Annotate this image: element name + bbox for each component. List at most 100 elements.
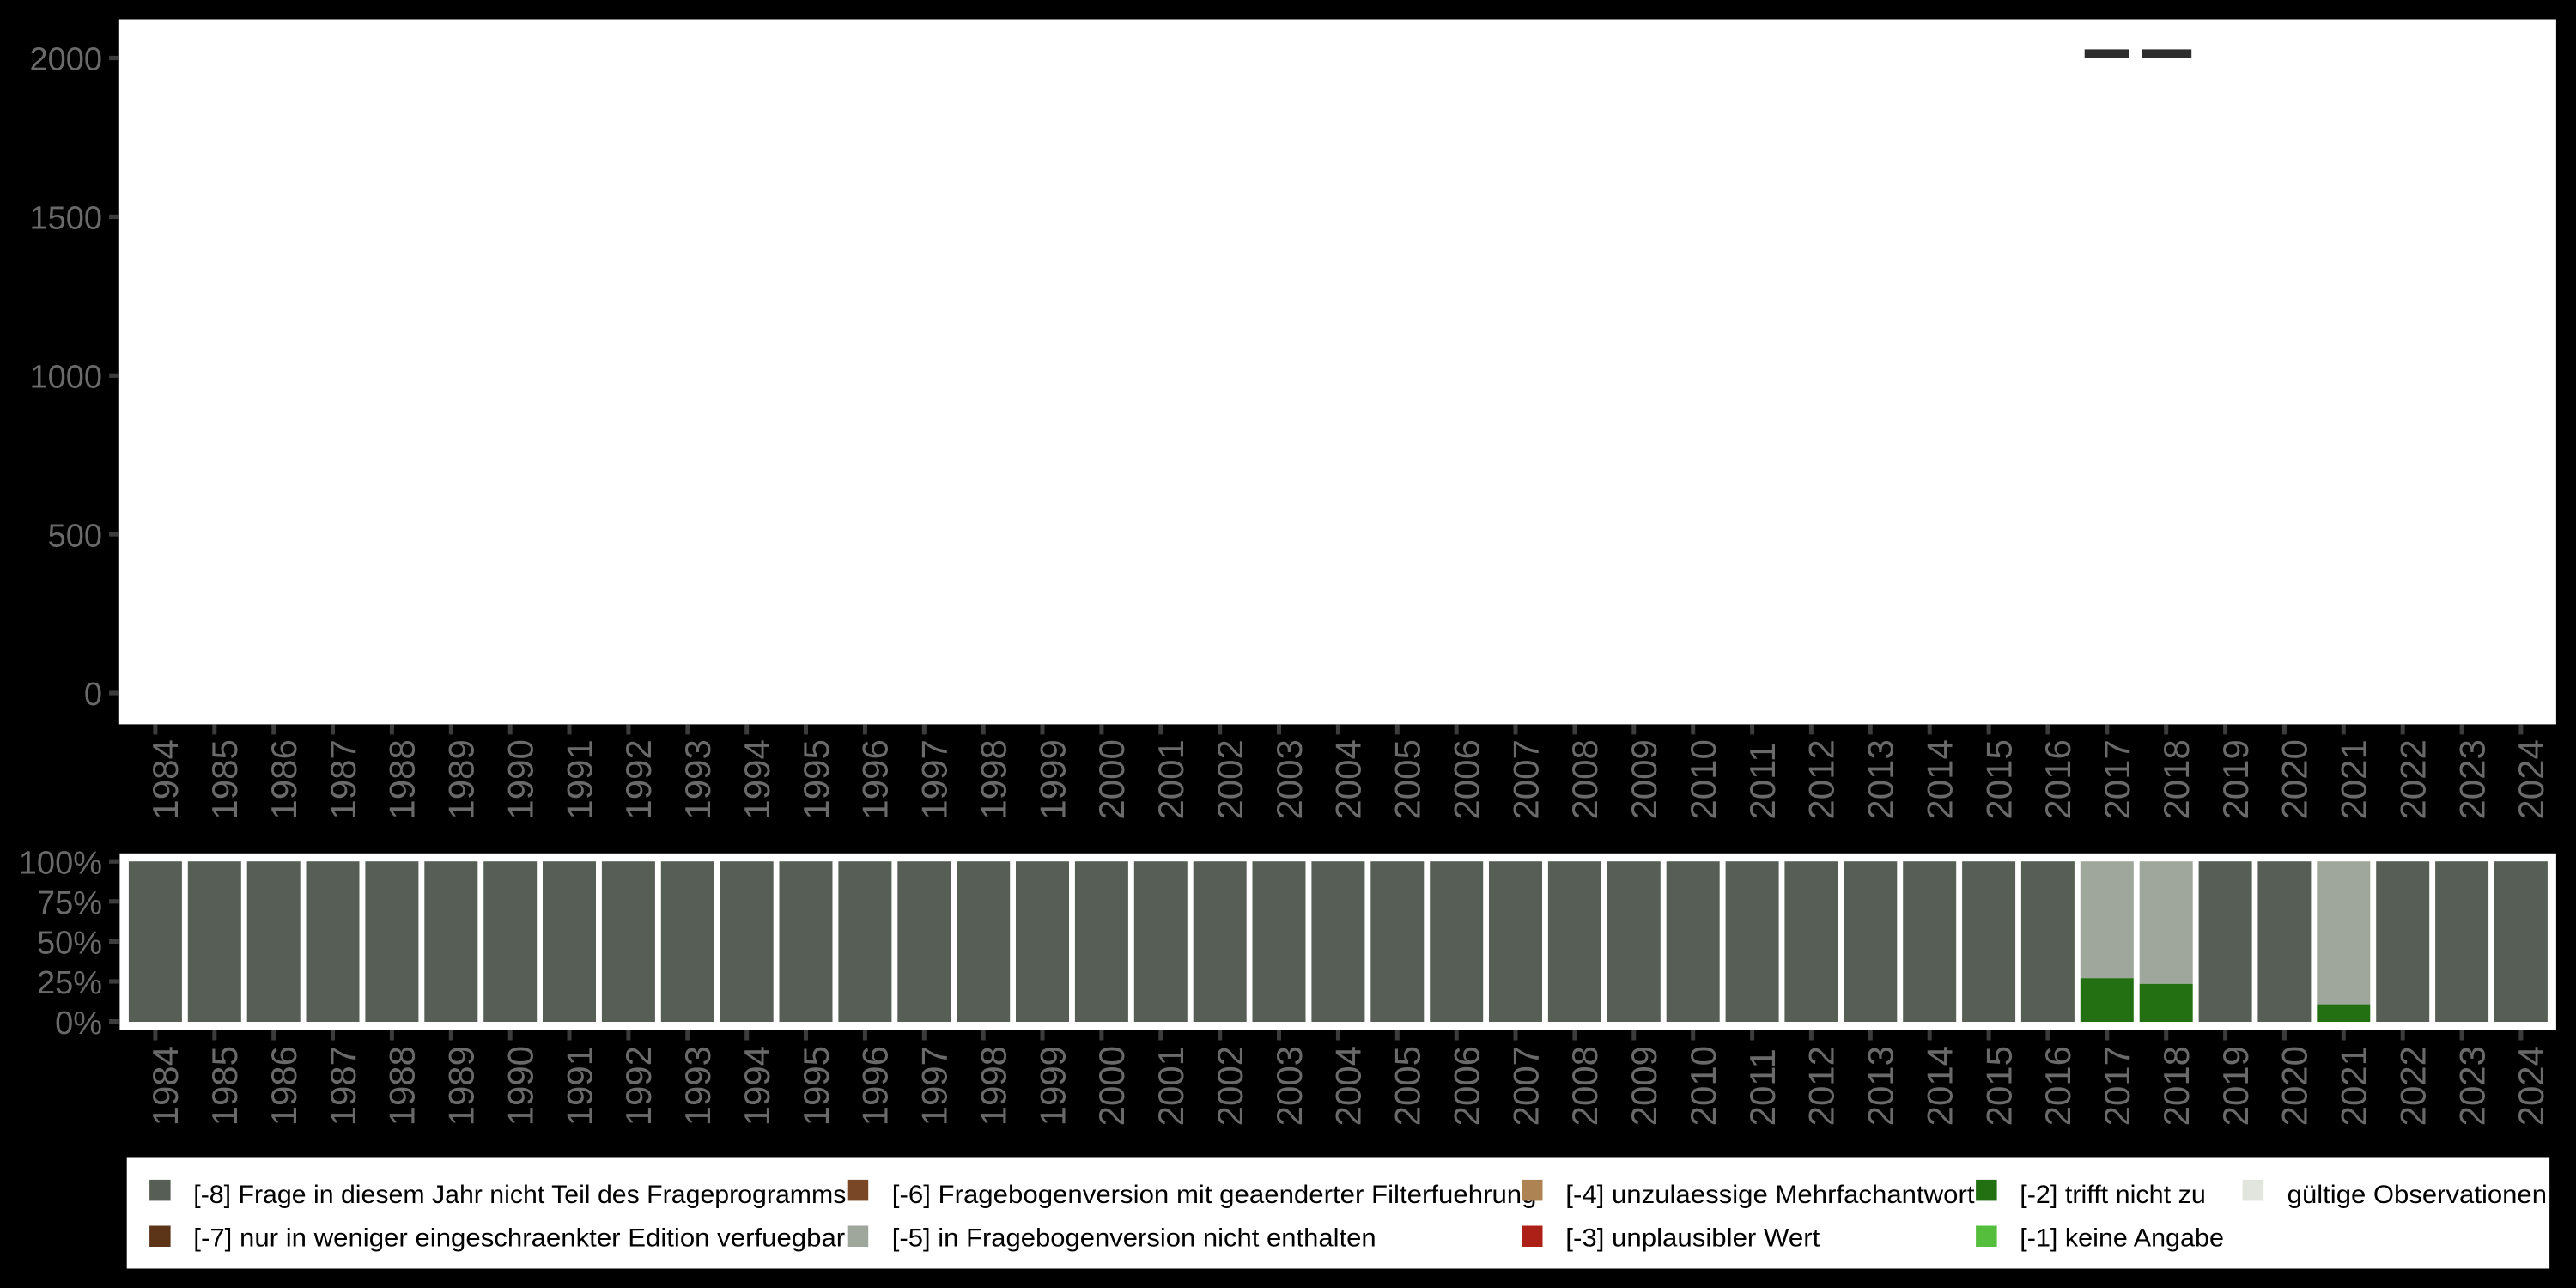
svg-text:[-2] trifft nicht zu: [-2] trifft nicht zu xyxy=(2020,1181,2206,1209)
svg-text:1986: 1986 xyxy=(264,739,304,819)
svg-text:1000: 1000 xyxy=(29,360,102,396)
svg-text:1999: 1999 xyxy=(1032,1046,1072,1126)
svg-text:1987: 1987 xyxy=(323,1046,363,1126)
svg-text:2002: 2002 xyxy=(1210,1046,1250,1126)
svg-text:1993: 1993 xyxy=(677,739,718,819)
svg-text:2020: 2020 xyxy=(2275,1046,2315,1126)
svg-text:1985: 1985 xyxy=(204,1046,245,1126)
svg-text:2024: 2024 xyxy=(2511,739,2551,819)
svg-text:[-6] Fragebogenversion mit gea: [-6] Fragebogenversion mit geaenderter F… xyxy=(892,1181,1537,1209)
svg-text:1996: 1996 xyxy=(855,1046,896,1126)
svg-text:2006: 2006 xyxy=(1447,1046,1487,1126)
svg-text:[-5] in Fragebogenversion nich: [-5] in Fragebogenversion nicht enthalte… xyxy=(892,1224,1376,1253)
svg-text:2005: 2005 xyxy=(1388,739,1428,819)
svg-text:2024: 2024 xyxy=(2511,1046,2551,1126)
svg-text:1995: 1995 xyxy=(796,1046,836,1126)
svg-text:1991: 1991 xyxy=(559,1046,599,1126)
svg-text:1990: 1990 xyxy=(501,1046,541,1126)
svg-text:1993: 1993 xyxy=(677,1046,718,1126)
svg-text:2022: 2022 xyxy=(2393,1046,2433,1126)
svg-text:2003: 2003 xyxy=(1269,739,1309,819)
svg-text:1991: 1991 xyxy=(559,739,599,819)
svg-text:[-3] unplausibler Wert: [-3] unplausibler Wert xyxy=(1565,1224,1820,1253)
svg-text:2016: 2016 xyxy=(2038,739,2078,819)
svg-text:2012: 2012 xyxy=(1801,1046,1842,1126)
svg-text:[-1] keine Angabe: [-1] keine Angabe xyxy=(2020,1224,2224,1253)
svg-text:2009: 2009 xyxy=(1624,1046,1664,1126)
svg-text:1994: 1994 xyxy=(737,1046,777,1126)
svg-text:1995: 1995 xyxy=(796,739,836,819)
svg-text:75%: 75% xyxy=(37,885,102,921)
svg-text:2003: 2003 xyxy=(1269,1046,1309,1126)
svg-text:2000: 2000 xyxy=(1091,1046,1132,1126)
svg-text:1992: 1992 xyxy=(618,1046,659,1126)
svg-text:2014: 2014 xyxy=(1920,1046,1960,1126)
svg-text:1988: 1988 xyxy=(382,1046,422,1126)
svg-text:2013: 2013 xyxy=(1861,739,1901,819)
svg-text:50%: 50% xyxy=(37,926,102,962)
svg-text:2014: 2014 xyxy=(1920,739,1960,819)
svg-text:2012: 2012 xyxy=(1801,739,1842,819)
svg-text:2013: 2013 xyxy=(1861,1046,1901,1126)
svg-text:1999: 1999 xyxy=(1032,739,1072,819)
svg-text:2023: 2023 xyxy=(2451,739,2492,819)
svg-text:2020: 2020 xyxy=(2275,739,2315,819)
svg-text:0%: 0% xyxy=(55,1005,102,1042)
svg-text:1984: 1984 xyxy=(145,1046,185,1126)
svg-text:2009: 2009 xyxy=(1624,739,1664,819)
svg-text:1987: 1987 xyxy=(323,739,363,819)
svg-text:2010: 2010 xyxy=(1683,1046,1723,1126)
svg-text:2019: 2019 xyxy=(2215,739,2256,819)
svg-text:2018: 2018 xyxy=(2156,1046,2196,1126)
svg-text:[-8] Frage in diesem Jahr nich: [-8] Frage in diesem Jahr nicht Teil des… xyxy=(193,1181,846,1209)
svg-text:2000: 2000 xyxy=(1091,739,1132,819)
svg-text:2010: 2010 xyxy=(1683,739,1723,819)
svg-text:0: 0 xyxy=(84,677,102,713)
svg-text:2006: 2006 xyxy=(1447,739,1487,819)
svg-text:2004: 2004 xyxy=(1328,1046,1369,1126)
svg-text:2019: 2019 xyxy=(2215,1046,2256,1126)
svg-text:1992: 1992 xyxy=(618,739,659,819)
svg-text:[-4] unzulaessige Mehrfachantw: [-4] unzulaessige Mehrfachantwort xyxy=(1565,1181,1974,1209)
svg-text:1998: 1998 xyxy=(974,739,1014,819)
svg-text:2004: 2004 xyxy=(1328,739,1369,819)
svg-text:1985: 1985 xyxy=(204,739,245,819)
svg-text:1989: 1989 xyxy=(441,1046,482,1126)
svg-text:1984: 1984 xyxy=(145,739,185,819)
svg-text:2023: 2023 xyxy=(2451,1046,2492,1126)
svg-text:2007: 2007 xyxy=(1505,739,1546,819)
svg-text:1988: 1988 xyxy=(382,739,422,819)
svg-text:2016: 2016 xyxy=(2038,1046,2078,1126)
svg-text:1997: 1997 xyxy=(914,739,955,819)
svg-text:1989: 1989 xyxy=(441,739,482,819)
svg-text:2017: 2017 xyxy=(2097,1046,2137,1126)
svg-text:gültige Observationen: gültige Observationen xyxy=(2287,1181,2547,1209)
svg-text:2015: 2015 xyxy=(1978,1046,2019,1126)
svg-text:2018: 2018 xyxy=(2156,739,2196,819)
svg-text:1986: 1986 xyxy=(264,1046,304,1126)
svg-text:2011: 2011 xyxy=(1742,1048,1783,1126)
svg-text:25%: 25% xyxy=(37,965,102,1001)
svg-text:2001: 2001 xyxy=(1151,739,1191,819)
svg-text:2007: 2007 xyxy=(1505,1046,1546,1126)
svg-text:[-7] nur in weniger eingeschra: [-7] nur in weniger eingeschraenkter Edi… xyxy=(193,1224,845,1253)
svg-text:2011: 2011 xyxy=(1742,742,1783,819)
svg-text:2005: 2005 xyxy=(1388,1046,1428,1126)
svg-text:2002: 2002 xyxy=(1210,739,1250,819)
svg-text:1990: 1990 xyxy=(501,739,541,819)
svg-text:2021: 2021 xyxy=(2334,739,2374,819)
svg-text:2015: 2015 xyxy=(1978,739,2019,819)
svg-text:2021: 2021 xyxy=(2334,1046,2374,1126)
svg-text:2022: 2022 xyxy=(2393,739,2433,819)
svg-text:1998: 1998 xyxy=(974,1046,1014,1126)
svg-text:2000: 2000 xyxy=(29,42,102,78)
svg-text:1997: 1997 xyxy=(914,1046,955,1126)
svg-text:100%: 100% xyxy=(19,845,102,881)
svg-text:1996: 1996 xyxy=(855,739,896,819)
svg-text:1994: 1994 xyxy=(737,739,777,819)
svg-text:2008: 2008 xyxy=(1564,1046,1605,1126)
svg-text:2017: 2017 xyxy=(2097,739,2137,819)
svg-text:1500: 1500 xyxy=(29,201,102,237)
svg-text:500: 500 xyxy=(48,518,102,554)
svg-text:2008: 2008 xyxy=(1564,739,1605,819)
